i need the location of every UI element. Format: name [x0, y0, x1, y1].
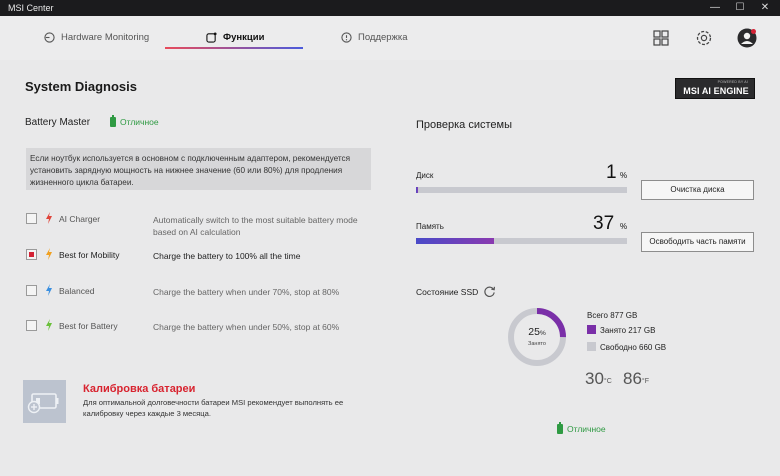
lightning-icon: [46, 284, 52, 296]
ssd-health-status: Отличное: [557, 422, 606, 434]
memory-unit: %: [620, 222, 628, 231]
best-for-battery-checkbox[interactable]: [26, 320, 37, 331]
maximize-button[interactable]: ☐: [735, 2, 745, 13]
lightning-icon: [46, 248, 52, 260]
disk-label: Диск: [416, 171, 434, 180]
disk-unit: %: [620, 171, 628, 180]
option-description: Automatically switch to the most suitabl…: [153, 215, 358, 237]
tab-label: Функции: [223, 31, 265, 43]
refresh-icon[interactable]: [483, 285, 496, 298]
ssd-status-title: Состояние SSD: [416, 285, 496, 298]
free-swatch: [587, 342, 596, 351]
page-title: System Diagnosis: [25, 79, 137, 94]
battery-calibration-image: [23, 380, 66, 423]
ssd-total: Всего 877 GB: [587, 311, 638, 320]
calibration-title: Калибровка батареи: [83, 383, 196, 395]
tab-support[interactable]: Поддержка: [341, 27, 408, 47]
memory-usage-bar: [416, 238, 627, 244]
dashboard-icon: [44, 31, 55, 43]
disk-usage-bar: [416, 187, 627, 193]
ssd-used-percent: 25%: [506, 326, 568, 338]
option-label: Best for Mobility: [59, 250, 120, 260]
calibration-text: Для оптимальной долговечности батареи MS…: [83, 398, 344, 418]
disk-value: 1: [606, 162, 617, 183]
battery-status-label: Отличное: [120, 117, 159, 127]
option-description: Charge the battery when under 50%, stop …: [153, 322, 340, 332]
memory-usage-fill: [416, 238, 495, 244]
ssd-used-label: Занято 217 GB: [600, 326, 656, 335]
temp-f-unit: °F: [641, 378, 649, 385]
option-description: Charge the battery when under 70%, stop …: [153, 287, 340, 297]
top-navigation: Hardware Monitoring Функции Поддержка: [0, 16, 780, 60]
active-tab-indicator: [165, 47, 303, 49]
disk-cleanup-button[interactable]: Очистка диска: [641, 180, 754, 200]
battery-status: Отличное: [110, 115, 159, 127]
option-label: Balanced: [59, 286, 95, 296]
battery-master-title: Battery Master: [25, 117, 91, 128]
option-label: Best for Battery: [59, 321, 118, 331]
option-label: AI Charger: [59, 214, 101, 224]
ssd-temperature-f: 86°F: [623, 369, 649, 389]
user-avatar-icon[interactable]: [737, 28, 757, 48]
free-memory-button[interactable]: Освободить часть памяти: [641, 232, 754, 252]
disk-usage-fill: [416, 187, 419, 193]
ssd-used-arc: [508, 308, 566, 366]
window-title: MSI Center: [8, 3, 54, 13]
features-icon: [206, 31, 217, 43]
battery-plus-icon: [27, 393, 59, 414]
msi-ai-engine-logo: POWERED BY AI MSI AI ENGINE: [675, 78, 755, 99]
settings-gear-icon[interactable]: [694, 28, 714, 48]
battery-icon: [110, 115, 116, 127]
logo-small-text: POWERED BY AI: [717, 80, 748, 84]
temp-f-value: 86: [623, 369, 642, 388]
minimize-button[interactable]: —: [710, 2, 720, 13]
ssd-used-caption: Занято: [528, 341, 546, 347]
memory-label: Память: [416, 222, 444, 231]
temp-c-unit: °C: [603, 378, 612, 385]
ssd-health-icon: [557, 422, 563, 434]
balanced-checkbox[interactable]: [26, 285, 37, 296]
ssd-usage-donut: [508, 308, 566, 366]
memory-value: 37: [593, 213, 615, 234]
ssd-status-label: Отличное: [567, 424, 606, 434]
chat-icon: [341, 31, 352, 43]
tab-label: Поддержка: [358, 31, 408, 43]
lightning-icon: [46, 212, 52, 224]
option-description: Charge the battery to 100% all the time: [153, 251, 301, 261]
logo-text: MSI AI ENGINE: [683, 86, 749, 96]
lightning-icon: [46, 319, 52, 331]
ai-charger-checkbox[interactable]: [26, 213, 37, 224]
tab-functions[interactable]: Функции: [206, 27, 264, 47]
apps-grid-icon[interactable]: [651, 28, 671, 48]
tab-label: Hardware Monitoring: [61, 31, 150, 43]
temp-c-value: 30: [585, 369, 604, 388]
title-bar: MSI Center — ☐ ✕: [0, 0, 780, 16]
ssd-free-label: Свободно 660 GB: [600, 343, 667, 352]
ssd-temperature-c: 30°C: [585, 369, 612, 389]
used-swatch: [587, 325, 596, 334]
battery-info-box: Если ноутбук используется в основном с п…: [26, 148, 371, 190]
system-check-title: Проверка системы: [416, 119, 512, 131]
ssd-free-legend: Свободно 660 GB: [587, 342, 666, 352]
best-for-mobility-checkbox[interactable]: [26, 249, 37, 260]
ssd-used-legend: Занято 217 GB: [587, 325, 655, 335]
close-button[interactable]: ✕: [760, 2, 770, 13]
tab-hardware-monitoring[interactable]: Hardware Monitoring: [44, 27, 149, 47]
ssd-percent-sign: %: [539, 330, 546, 337]
ssd-percent-value: 25: [528, 326, 540, 338]
ssd-title-label: Состояние SSD: [416, 286, 479, 297]
